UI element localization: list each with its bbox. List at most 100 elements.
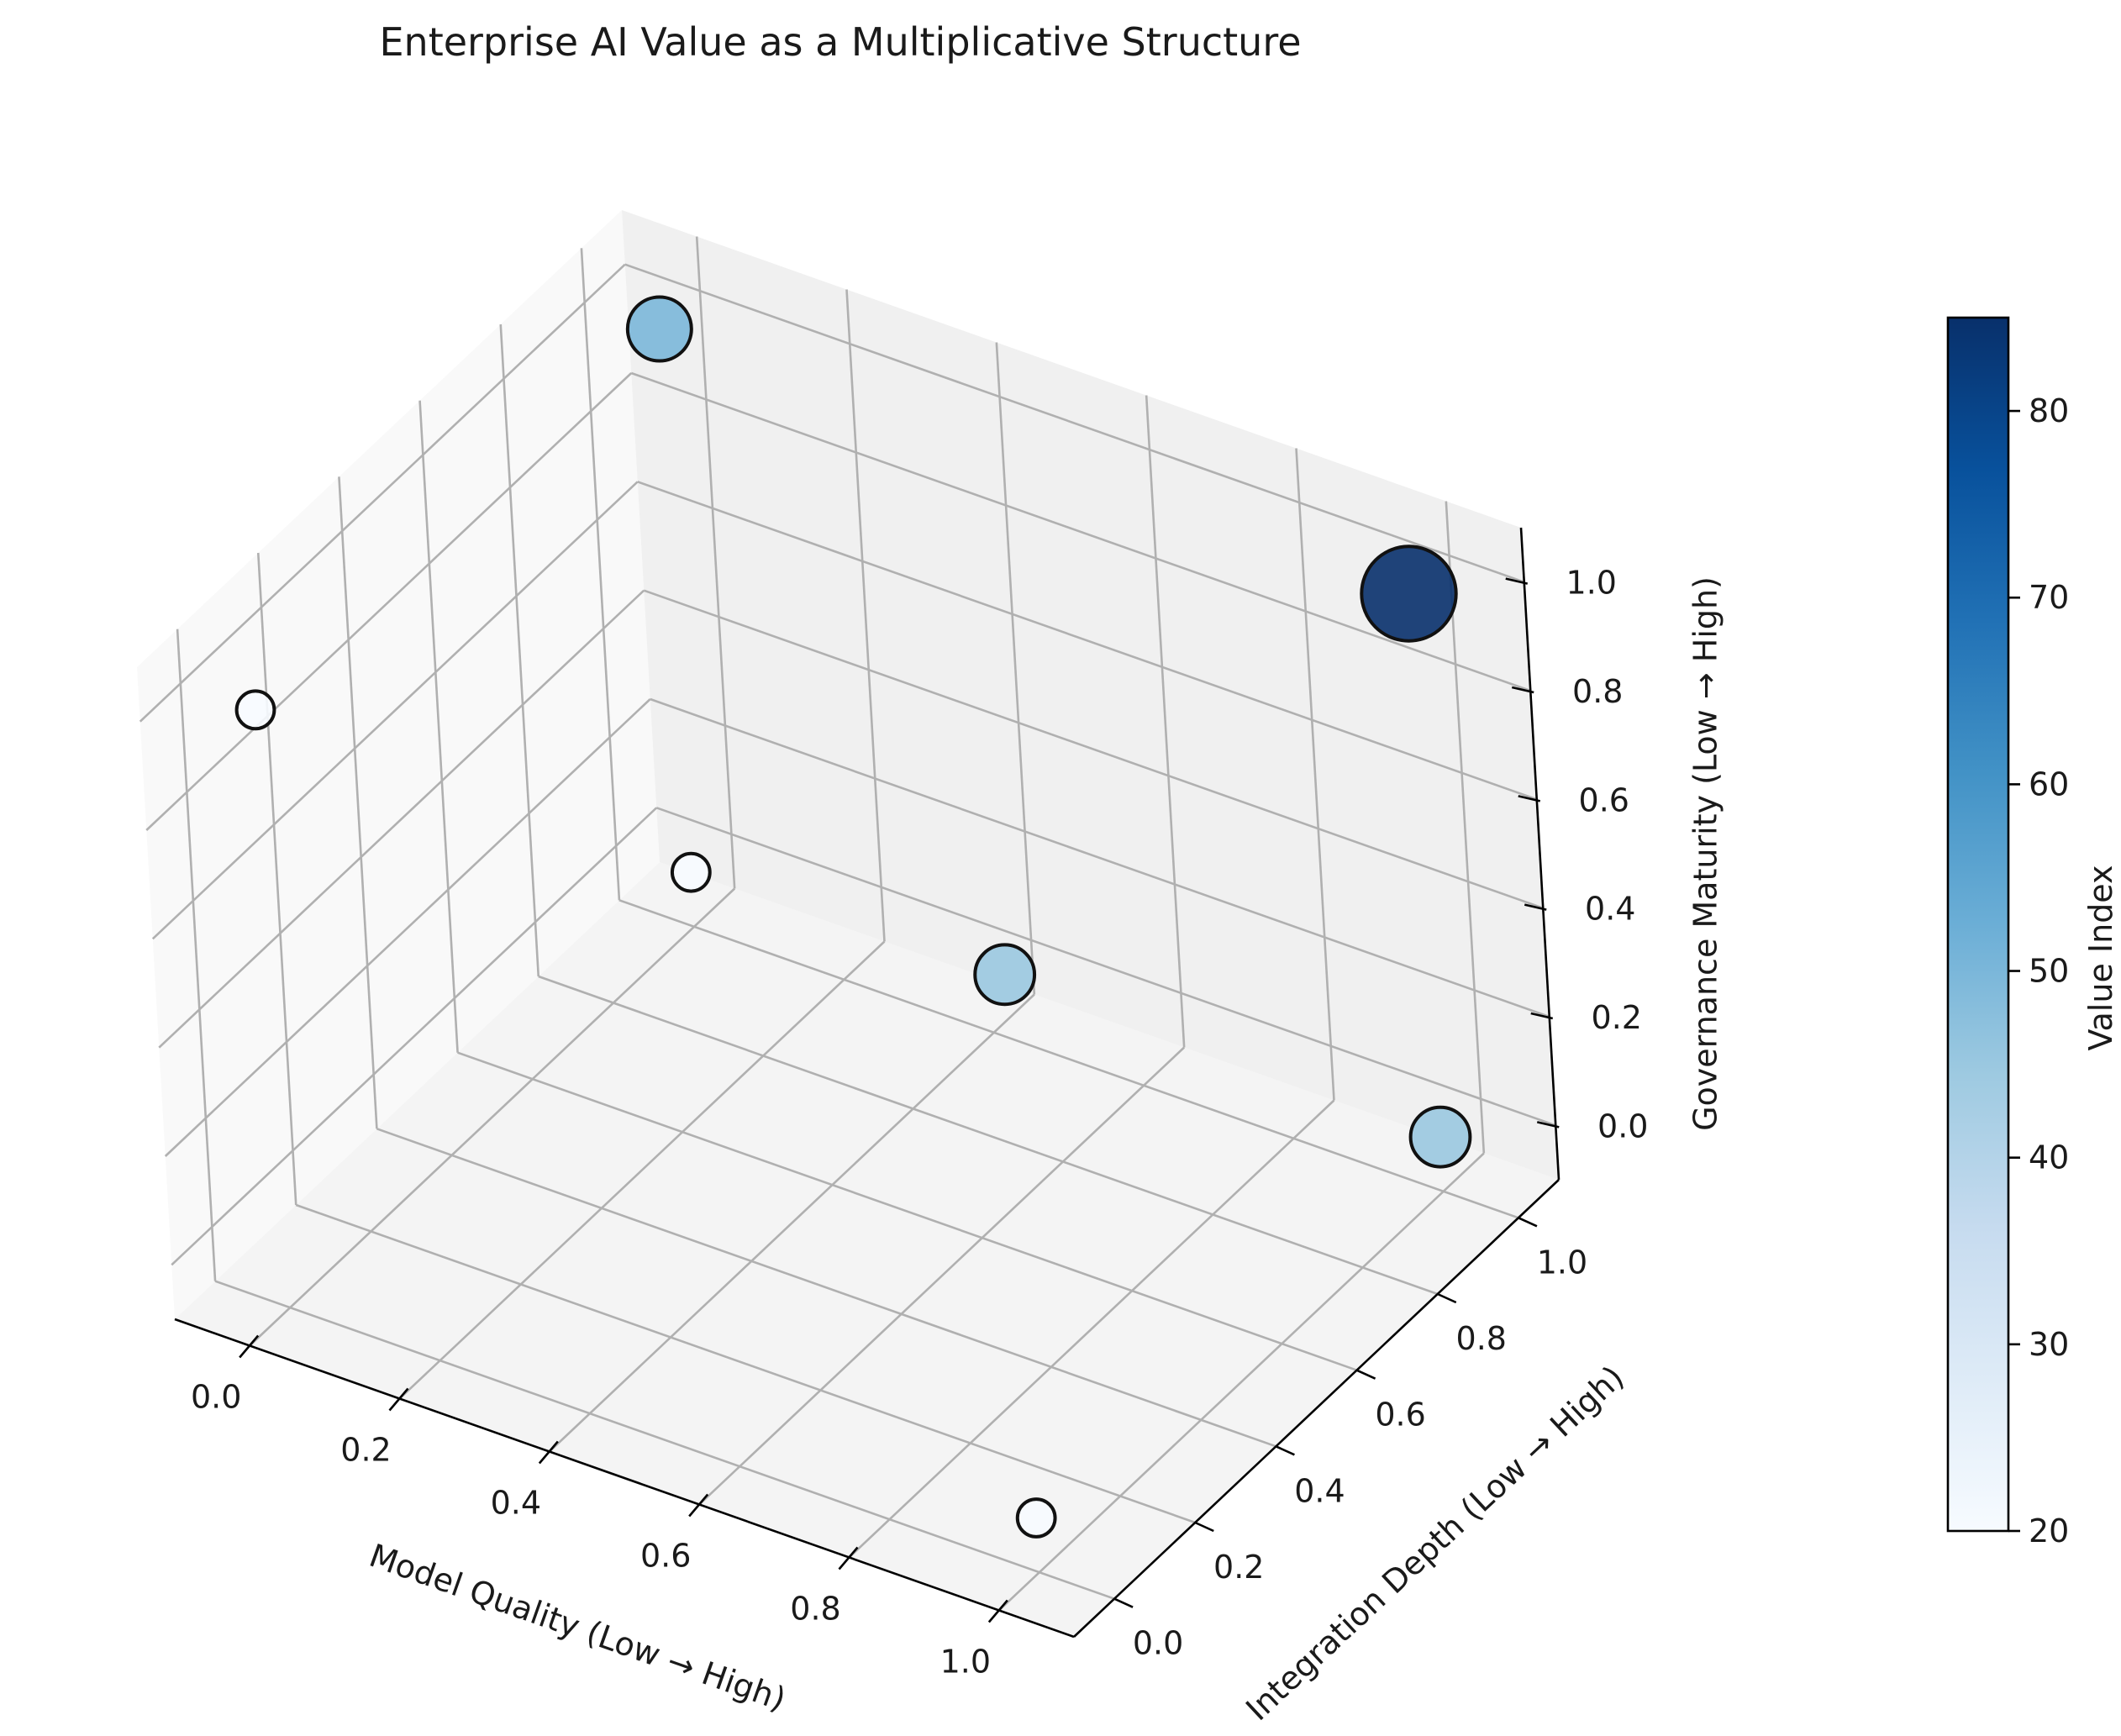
x-tick-mark	[239, 1334, 260, 1359]
axis-lines	[174, 527, 1560, 1639]
y-tick-label: 0.2	[1213, 1549, 1264, 1586]
grid-line	[643, 589, 1544, 909]
x-tick-mark	[838, 1546, 859, 1570]
grid-line	[624, 263, 1525, 583]
z-tick-mark	[1536, 1121, 1560, 1128]
colorbar-tick-label: 30	[2029, 1326, 2069, 1363]
z-axis-line	[1519, 527, 1560, 1181]
y-tick-mark	[1113, 1597, 1134, 1608]
grid-line	[249, 887, 736, 1347]
axis-panes	[137, 210, 1559, 1637]
grid-line	[997, 1152, 1485, 1612]
colorbar-tick-label: 60	[2029, 765, 2069, 802]
y-tick-label: 0.0	[1133, 1625, 1183, 1662]
chart-title: Enterprise AI Value as a Multiplicative …	[379, 19, 1301, 65]
y-tick-label: 0.4	[1294, 1472, 1345, 1509]
grid-line	[538, 975, 1439, 1296]
grid-line	[580, 248, 621, 901]
grid-line	[650, 697, 1550, 1018]
y-tick-mark	[1194, 1521, 1214, 1533]
grid-line	[139, 263, 626, 723]
grid-line	[845, 289, 886, 942]
left-wall-pane	[137, 210, 660, 1319]
grid-line	[995, 342, 1036, 995]
x-tick-label: 0.6	[640, 1538, 691, 1575]
data-point	[973, 943, 1037, 1007]
z-tick-mark	[1505, 577, 1529, 585]
z-tick-label: 1.0	[1566, 565, 1617, 602]
y-tick-label: 0.8	[1456, 1320, 1507, 1357]
grid-lines	[139, 236, 1556, 1612]
grid-line	[164, 698, 651, 1157]
colorbar-tick-label: 20	[2029, 1512, 2069, 1549]
x-tick-label: 1.0	[940, 1644, 991, 1681]
z-tick-label: 0.6	[1579, 781, 1629, 818]
grid-line	[655, 807, 1556, 1127]
data-point	[1408, 1105, 1472, 1169]
colorbar-label: Value Index	[2082, 865, 2119, 1050]
grid-line	[376, 1128, 1276, 1448]
x-tick-label: 0.2	[340, 1432, 391, 1469]
x-axis-line	[174, 1318, 1075, 1639]
z-tick-label: 0.0	[1597, 1107, 1648, 1144]
grid-line	[457, 1051, 1358, 1371]
data-points	[234, 295, 1472, 1539]
x-axis-label: Model Quality (Low → High)	[365, 1537, 791, 1718]
grid-line	[848, 1099, 1335, 1559]
grid-line	[338, 476, 378, 1129]
floor-pane	[175, 862, 1559, 1637]
z-tick-mark	[1530, 1012, 1554, 1020]
z-tick-label: 0.4	[1585, 891, 1635, 928]
grid-line	[176, 629, 217, 1281]
grid-line	[548, 993, 1035, 1453]
y-tick-mark	[1275, 1445, 1295, 1456]
z-tick-mark	[1511, 686, 1534, 694]
z-tick-label: 0.2	[1592, 999, 1642, 1036]
grid-line	[1145, 395, 1186, 1048]
x-tick-mark	[538, 1440, 559, 1465]
grid-line	[295, 1203, 1196, 1524]
grid-line	[698, 1046, 1186, 1506]
grid-line	[171, 807, 658, 1266]
data-point	[625, 295, 693, 363]
colorbar-tick-label: 70	[2029, 579, 2069, 616]
data-point	[1360, 544, 1458, 643]
data-point	[1015, 1497, 1057, 1539]
y-axis-ticks: 0.0 0.2 0.4 0.6 0.8 1.0	[1113, 1217, 1587, 1662]
y-tick-mark	[1518, 1217, 1538, 1228]
colorbar-gradient	[1946, 316, 2010, 1533]
x-tick-label: 0.4	[491, 1485, 541, 1522]
y-axis-line	[1073, 1179, 1560, 1638]
colorbar-tick-label: 40	[2029, 1139, 2069, 1176]
x-tick-label: 0.8	[790, 1591, 840, 1628]
grid-line	[630, 371, 1531, 692]
z-axis-ticks: 0.0 0.2 0.4 0.6 0.8 1.0	[1505, 565, 1648, 1144]
x-tick-mark	[388, 1387, 409, 1412]
colorbar-tick-label: 50	[2029, 953, 2069, 990]
grid-line	[418, 400, 459, 1053]
grid-line	[637, 481, 1538, 801]
grid-line	[214, 1280, 1115, 1600]
colorbar-ticks: 20 30 40 50 60 70 80	[2008, 392, 2069, 1549]
x-tick-mark	[688, 1493, 709, 1518]
grid-line	[145, 372, 633, 831]
grid-line	[151, 481, 639, 940]
y-tick-label: 1.0	[1537, 1244, 1587, 1281]
grid-line	[1295, 448, 1335, 1101]
z-axis-label: Governance Maturity (Low → High)	[1687, 576, 1724, 1131]
grid-line	[499, 324, 540, 977]
grid-line	[398, 940, 886, 1400]
colorbar: 20 30 40 50 60 70 80 Value Index	[1946, 316, 2119, 1549]
data-point	[234, 689, 276, 731]
z-tick-mark	[1518, 795, 1541, 802]
x-tick-mark	[987, 1599, 1008, 1623]
x-tick-label: 0.0	[191, 1379, 241, 1416]
grid-line	[695, 236, 736, 889]
colorbar-tick-label: 80	[2029, 392, 2069, 429]
grid-line	[256, 552, 297, 1206]
y-tick-mark	[1356, 1369, 1376, 1380]
z-tick-label: 0.8	[1572, 673, 1623, 710]
grid-line	[618, 899, 1519, 1219]
